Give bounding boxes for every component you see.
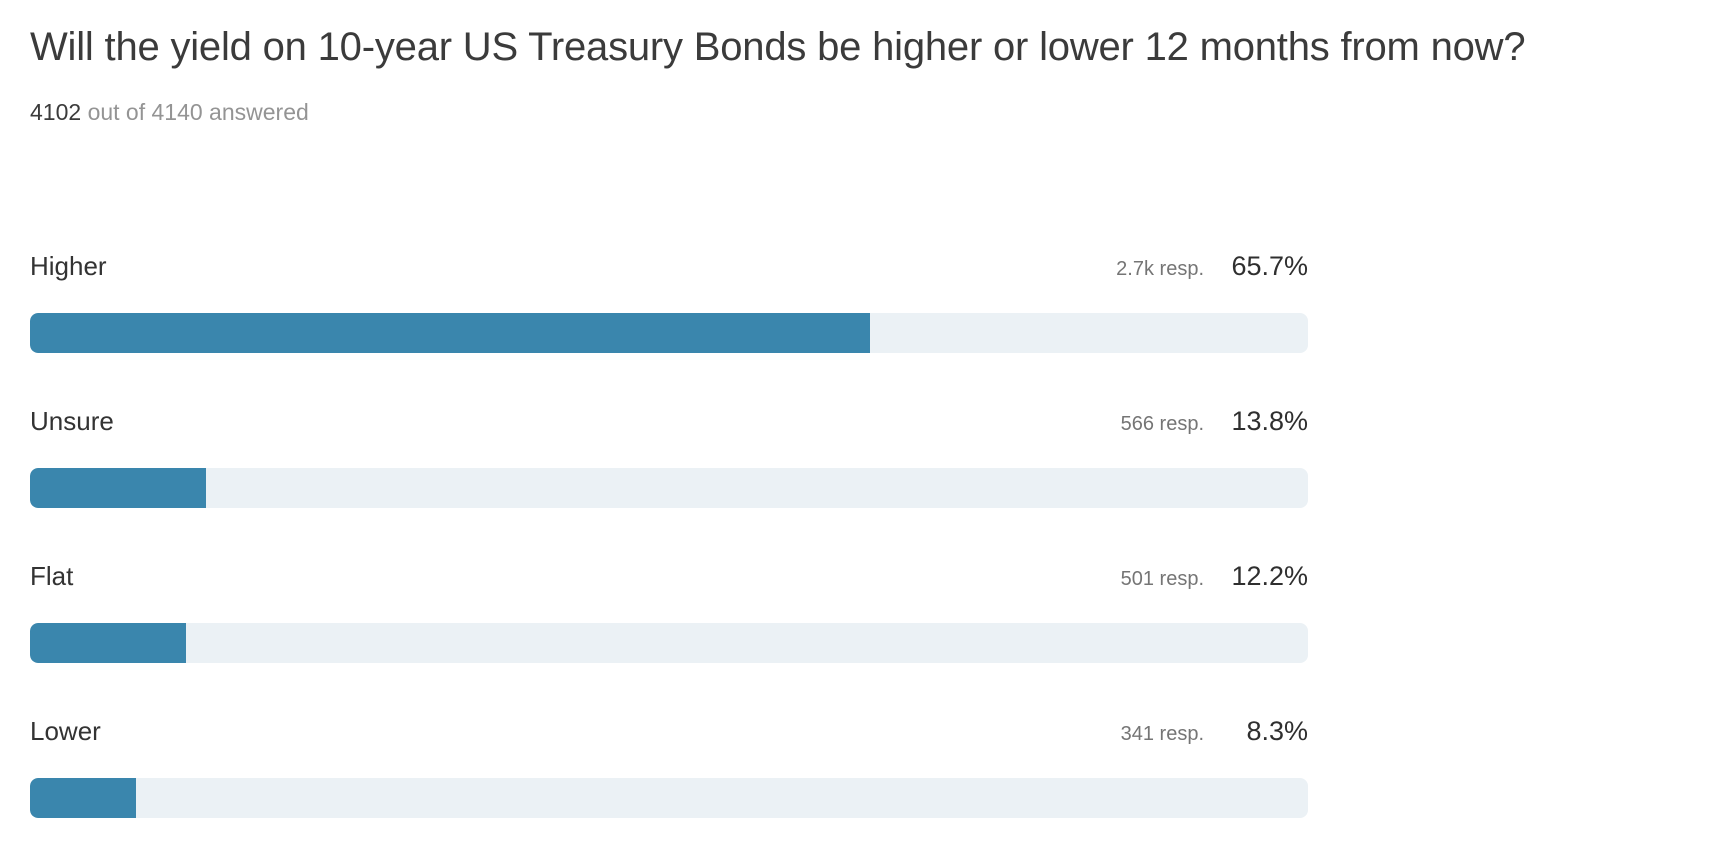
option-percent: 13.8%	[1231, 406, 1308, 436]
option-header: Unsure 566 resp. 13.8%	[30, 405, 1308, 440]
poll-option-row-higher: Higher 2.7k resp. 65.7%	[30, 250, 1308, 353]
poll-options-list: Higher 2.7k resp. 65.7% Unsure 566 resp.…	[30, 250, 1308, 818]
option-bar-fill	[30, 468, 207, 508]
option-bar-track	[30, 468, 1308, 508]
poll-option-row-unsure: Unsure 566 resp. 13.8%	[30, 405, 1308, 508]
poll-question-title: Will the yield on 10-year US Treasury Bo…	[30, 25, 1526, 69]
option-response-count: 341 resp.	[1120, 723, 1204, 745]
option-bar-fill	[30, 778, 137, 818]
option-response-count: 566 resp.	[1120, 413, 1204, 435]
option-response-count: 501 resp.	[1120, 568, 1204, 590]
option-percent: 12.2%	[1231, 561, 1308, 591]
poll-results-panel: Will the yield on 10-year US Treasury Bo…	[30, 25, 1706, 818]
answered-suffix: out of 4140 answered	[87, 99, 309, 125]
option-header: Higher 2.7k resp. 65.7%	[30, 250, 1308, 285]
poll-option-row-flat: Flat 501 resp. 12.2%	[30, 560, 1308, 663]
option-bar-track	[30, 623, 1308, 663]
option-label: Lower	[30, 716, 101, 746]
option-percent: 65.7%	[1231, 251, 1308, 281]
option-header: Flat 501 resp. 12.2%	[30, 560, 1308, 595]
option-response-count: 2.7k resp.	[1116, 258, 1204, 280]
option-percent: 8.3%	[1246, 716, 1308, 746]
option-stats: 501 resp. 12.2%	[1121, 560, 1308, 595]
option-bar-fill	[30, 313, 870, 353]
answered-count: 4102	[30, 99, 82, 125]
option-label: Flat	[30, 561, 74, 591]
option-label: Unsure	[30, 406, 114, 436]
option-label: Higher	[30, 251, 107, 281]
poll-option-row-lower: Lower 341 resp. 8.3%	[30, 715, 1308, 818]
option-stats: 566 resp. 13.8%	[1121, 405, 1308, 440]
option-bar-track	[30, 313, 1308, 353]
option-header: Lower 341 resp. 8.3%	[30, 715, 1308, 750]
option-stats: 341 resp. 8.3%	[1121, 715, 1308, 750]
option-stats: 2.7k resp. 65.7%	[1116, 250, 1308, 285]
option-bar-fill	[30, 623, 186, 663]
option-bar-track	[30, 778, 1308, 818]
answered-count-line: 4102 out of 4140 answered	[30, 98, 1706, 126]
